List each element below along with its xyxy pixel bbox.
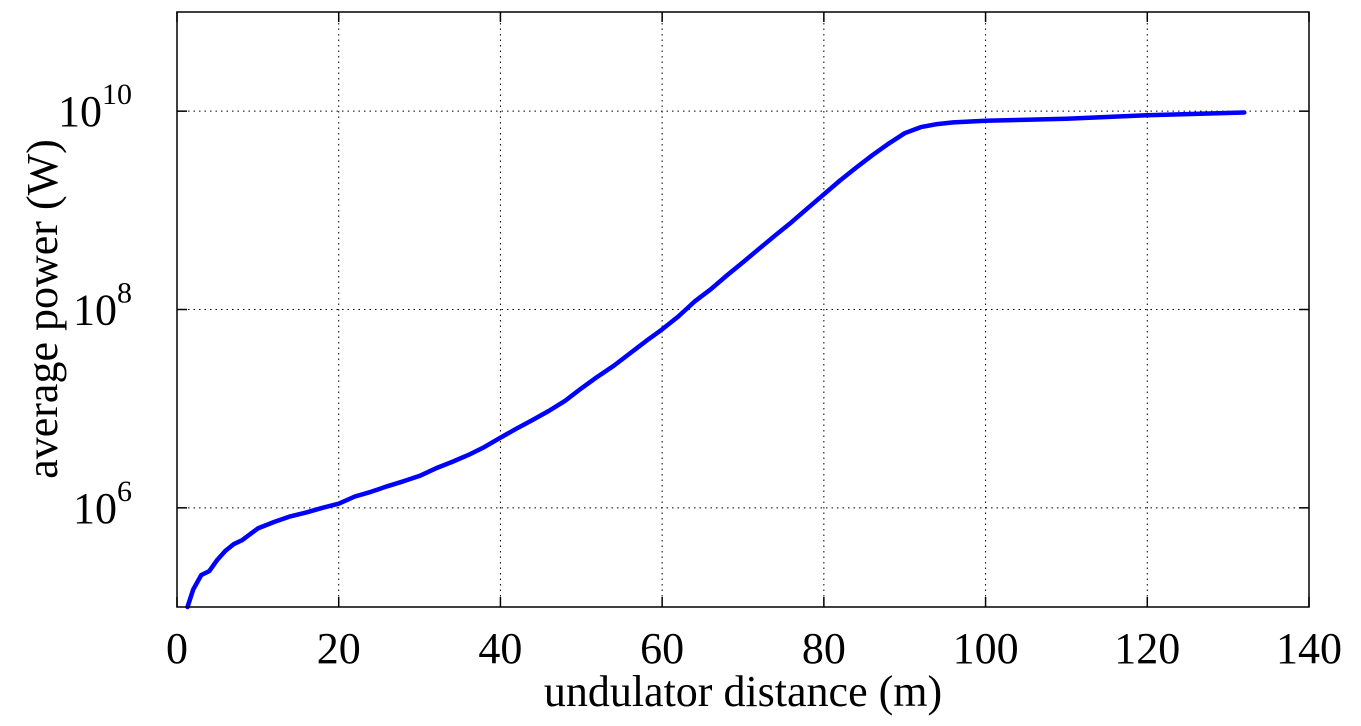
y-axis-title: average power (W): [18, 139, 67, 479]
x-tick-label: 100: [953, 624, 1019, 673]
ticks: [176, 12, 1310, 607]
x-tick-label: 40: [478, 624, 522, 673]
y-tick-label: 108: [73, 277, 132, 335]
grid: [177, 12, 1309, 607]
y-tick-label: 1010: [58, 78, 132, 136]
x-tick-label: 120: [1114, 624, 1180, 673]
x-tick-label: 20: [317, 624, 361, 673]
x-tick-label: 0: [166, 624, 188, 673]
x-tick-label: 80: [802, 624, 846, 673]
x-axis-title: undulator distance (m): [544, 667, 942, 716]
series-line: [185, 110, 1247, 610]
plot-frame: [176, 11, 1310, 608]
tick-labels: 0 20 40 60 80 100 120 140 106 108 1010: [58, 78, 1342, 673]
x-tick-label: 60: [640, 624, 684, 673]
x-tick-label: 140: [1276, 624, 1342, 673]
series-layer: [185, 110, 1247, 610]
y-tick-label: 106: [73, 475, 132, 533]
